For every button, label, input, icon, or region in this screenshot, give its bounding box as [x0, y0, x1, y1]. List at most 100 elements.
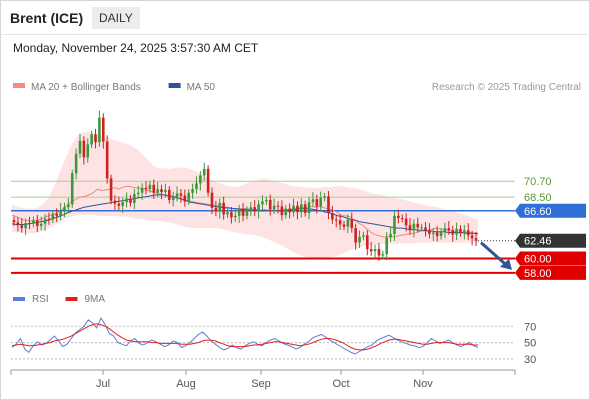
candle-body: [474, 238, 478, 241]
candle-body: [451, 230, 455, 235]
candle-body: [365, 235, 369, 250]
timeframe-badge[interactable]: DAILY: [92, 7, 140, 29]
candle-body: [280, 206, 284, 216]
candle-body: [175, 193, 179, 198]
candle-body: [428, 230, 431, 234]
candle-body: [257, 204, 260, 212]
chart-header: Brent (ICE) DAILY: [0, 0, 588, 35]
rsi-tick-label: 50: [524, 338, 536, 350]
forecast-arrowhead: [500, 258, 512, 270]
candle-body: [136, 192, 140, 195]
candle-body: [74, 153, 78, 174]
bollinger-band: [12, 132, 478, 260]
candle-body: [276, 205, 280, 207]
candle-body: [377, 249, 381, 256]
candle-body: [439, 231, 443, 237]
candle-body: [241, 209, 245, 216]
candle-body: [133, 194, 136, 203]
candle-body: [160, 189, 163, 193]
candle-body: [206, 168, 210, 193]
candle-body: [346, 219, 350, 227]
candle-body: [98, 117, 101, 143]
candle-body: [315, 199, 319, 207]
candle-body: [63, 207, 66, 211]
candle-body: [463, 230, 466, 234]
candle-body: [51, 213, 55, 220]
rsi-line: [11, 317, 479, 355]
candle-body: [43, 218, 47, 224]
candle-body: [125, 198, 128, 203]
support-label: 58.00: [524, 268, 552, 280]
candle-body: [307, 202, 311, 213]
candle-body: [292, 205, 295, 213]
candle-body: [296, 205, 299, 213]
candle-body: [354, 228, 357, 243]
legend-swatch: [13, 297, 25, 301]
candle-body: [431, 232, 435, 234]
candle-body: [393, 215, 396, 234]
ma50-line: [11, 194, 479, 235]
rsi-9ma-line: [11, 323, 478, 351]
candle-body: [400, 218, 404, 220]
instrument-title: Brent (ICE): [10, 10, 84, 26]
x-axis-tick-label: Nov: [413, 378, 433, 390]
candle-body: [144, 187, 148, 190]
legend-swatch: [168, 83, 181, 88]
candle-body: [32, 220, 35, 224]
ma20-line: [11, 185, 478, 238]
candle-body: [230, 212, 233, 218]
pivot-label: 66.60: [524, 206, 552, 218]
resistance-label: 70.70: [524, 176, 552, 188]
candle-body: [90, 134, 93, 145]
legend-swatch: [65, 297, 78, 301]
rsi-tick-label: 30: [524, 354, 536, 366]
candle-body: [164, 189, 167, 193]
candle-body: [319, 197, 323, 207]
support-tag: [515, 251, 586, 266]
candle-body: [362, 235, 365, 237]
forecast-arrow: [480, 241, 506, 265]
candle-body: [210, 192, 214, 208]
candle-body: [121, 202, 125, 206]
timestamp: Monday, November 24, 2025 3:57:30 AM CET: [13, 41, 259, 55]
candle-body: [167, 189, 171, 200]
candle-body: [338, 220, 342, 225]
candle-body: [455, 228, 458, 235]
candle-body: [35, 220, 39, 226]
candle-body: [179, 193, 183, 196]
rsi-tick-label: 70: [524, 321, 536, 333]
candle-body: [47, 218, 51, 220]
candle-body: [311, 199, 315, 203]
candle-body: [156, 189, 159, 193]
candle-body: [381, 254, 385, 256]
candle-body: [199, 175, 202, 184]
candle-body: [245, 210, 249, 216]
candle-body: [12, 220, 16, 223]
candle-body: [447, 228, 451, 231]
candle-body: [389, 233, 392, 238]
candle-body: [183, 195, 187, 202]
candle-body: [148, 184, 152, 190]
candle-body: [55, 213, 59, 216]
candle-body: [420, 227, 423, 229]
candle-body: [39, 223, 43, 226]
candle-body: [113, 200, 117, 204]
candle-body: [20, 225, 24, 229]
candle-body: [233, 215, 237, 218]
x-axis-tick-label: Sep: [251, 378, 271, 390]
candle-body: [416, 223, 420, 228]
candle-body: [424, 227, 427, 231]
support-label: 60.00: [524, 253, 552, 265]
candle-body: [140, 187, 144, 193]
candle-body: [397, 215, 400, 219]
candle-body: [412, 223, 416, 231]
candle-body: [94, 134, 97, 143]
candle-body: [70, 173, 74, 205]
candle-body: [323, 196, 326, 198]
x-axis-tick-label: Jul: [96, 378, 110, 390]
candle-body: [59, 210, 62, 216]
candle-body: [253, 207, 257, 212]
candle-body: [334, 219, 338, 221]
candle-body: [404, 218, 408, 226]
legend-label: MA 20 + Bollinger Bands: [31, 82, 141, 93]
